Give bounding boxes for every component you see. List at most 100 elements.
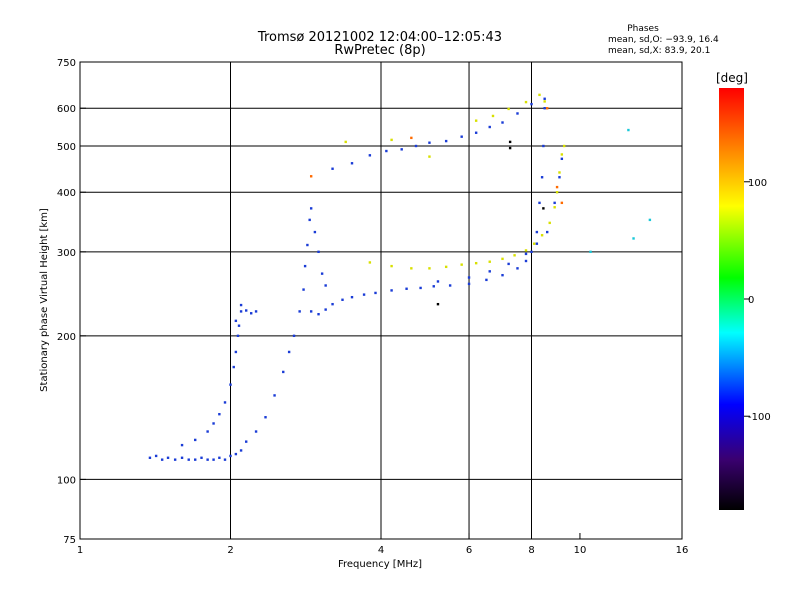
data-point — [432, 285, 435, 288]
data-point — [206, 458, 209, 461]
x-tick-label: 16 — [676, 545, 689, 556]
data-point — [524, 100, 528, 104]
data-point — [524, 252, 528, 256]
x-tick-label: 6 — [466, 545, 472, 556]
colorbar: [deg] 100 0 -100 — [716, 71, 771, 510]
data-point — [292, 334, 296, 338]
data-point — [308, 218, 311, 222]
data-point — [516, 112, 519, 115]
data-point — [180, 456, 184, 459]
data-point — [298, 310, 301, 313]
data-point — [160, 458, 164, 461]
y-tick-label: 100 — [57, 475, 76, 486]
data-point — [317, 312, 320, 316]
data-point — [543, 107, 546, 110]
stats-heading: Phases — [627, 24, 659, 34]
stats-line-x: mean, sd,X: 83.9, 20.1 — [608, 46, 710, 56]
data-point — [530, 102, 533, 106]
stats-line-o: mean, sd,O: −93.9, 16.4 — [608, 35, 719, 45]
y-tick-label: 400 — [57, 188, 76, 199]
data-point — [560, 157, 564, 161]
data-point — [516, 267, 519, 270]
data-point — [555, 191, 559, 194]
x-tick-label: 8 — [528, 545, 534, 556]
colorbar-gradient — [719, 88, 744, 510]
data-point — [543, 100, 546, 103]
data-point — [245, 309, 248, 312]
data-point — [501, 257, 504, 261]
data-point — [508, 146, 512, 150]
data-point — [331, 167, 334, 170]
data-point — [648, 218, 652, 222]
data-point — [234, 350, 238, 354]
data-point — [444, 265, 448, 269]
data-point — [390, 264, 393, 268]
data-point — [223, 401, 227, 404]
data-point — [507, 262, 510, 266]
data-point — [229, 383, 232, 386]
data-point — [485, 278, 488, 282]
data-point — [309, 310, 313, 313]
data-point — [194, 438, 197, 442]
data-point — [532, 242, 536, 245]
data-point — [488, 270, 491, 273]
data-point — [467, 276, 471, 279]
data-point — [428, 155, 431, 158]
y-tick-label: 500 — [57, 142, 76, 153]
y-tick-label: 600 — [57, 104, 76, 115]
data-point — [234, 452, 238, 456]
data-point — [474, 261, 478, 265]
data-point — [524, 249, 528, 252]
data-point — [460, 135, 463, 138]
data-point — [368, 154, 372, 157]
colorbar-label: [deg] — [716, 71, 748, 85]
x-tick-label: 2 — [227, 545, 233, 556]
data-point — [448, 284, 452, 287]
y-axis-label: Stationary phase Virtual Height [km] — [39, 208, 50, 392]
data-point — [324, 284, 327, 287]
data-point — [232, 365, 235, 369]
data-point — [194, 458, 197, 461]
x-tick-label: 10 — [574, 545, 587, 556]
data-point — [535, 230, 539, 234]
data-point — [543, 97, 546, 100]
data-point — [436, 302, 440, 306]
data-point — [627, 128, 630, 132]
data-point — [306, 243, 309, 247]
data-point — [350, 162, 354, 165]
y-tick-label: 300 — [57, 248, 76, 259]
data-point — [542, 144, 545, 148]
data-point — [414, 144, 418, 148]
data-point — [344, 140, 347, 144]
data-point — [239, 303, 243, 307]
data-point — [405, 287, 408, 290]
data-point — [234, 319, 238, 323]
data-point — [390, 289, 393, 292]
data-point — [287, 350, 291, 354]
data-point — [428, 141, 431, 144]
data-point — [436, 280, 440, 283]
data-point — [368, 261, 372, 264]
x-tick-label: 1 — [77, 545, 83, 556]
data-point — [317, 250, 320, 254]
data-point — [467, 282, 471, 286]
data-point — [546, 230, 549, 234]
data-point — [239, 449, 243, 452]
data-point — [218, 456, 221, 459]
data-point — [553, 206, 556, 209]
data-point — [562, 144, 566, 148]
data-point — [302, 288, 305, 291]
data-point — [555, 185, 559, 189]
data-point — [320, 272, 324, 275]
data-point — [223, 458, 227, 461]
data-point — [546, 107, 549, 110]
data-point — [488, 260, 491, 263]
data-point — [313, 230, 317, 234]
data-point — [309, 175, 313, 178]
data-point — [239, 310, 243, 313]
data-point — [632, 237, 635, 240]
data-point — [229, 454, 232, 458]
data-point — [538, 201, 541, 205]
data-point — [548, 221, 551, 225]
data-point — [428, 267, 431, 270]
